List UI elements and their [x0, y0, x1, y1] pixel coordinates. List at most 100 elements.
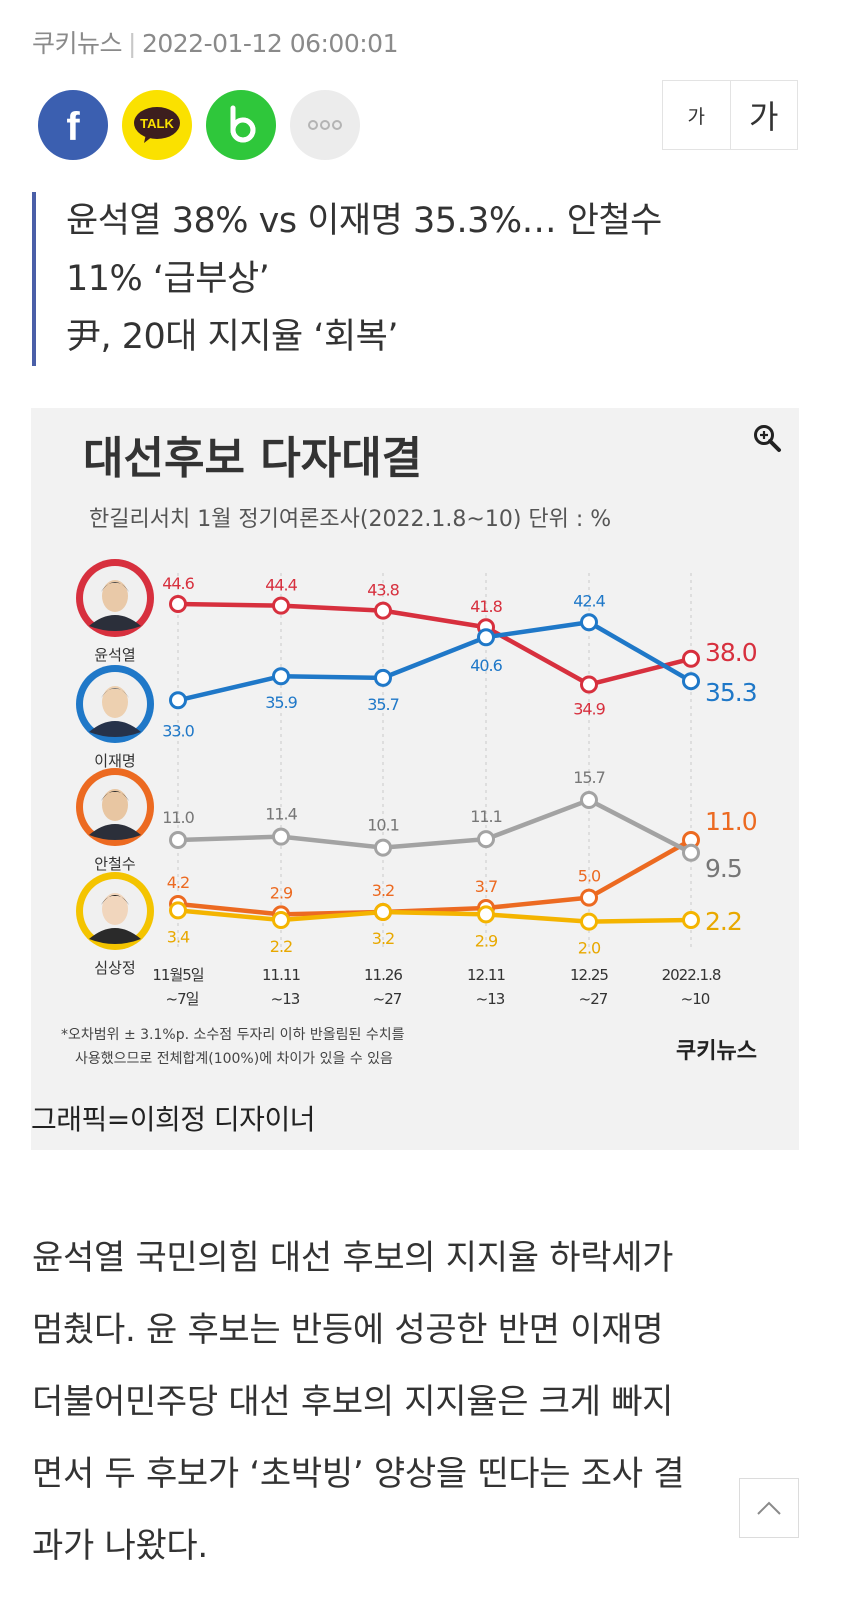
data-label: 41.8	[470, 597, 502, 616]
kakaotalk-icon: TALK	[134, 107, 180, 143]
chart-footnote-line: 사용했으므로 전체합계(100%)에 차이가 있을 수 있음	[75, 1051, 393, 1067]
data-point	[374, 838, 392, 857]
chart-subtitle: 한길리서치 1월 정기여론조사(2022.1.8~10) 단위 : %	[89, 507, 611, 532]
zoom-icon[interactable]	[754, 425, 781, 452]
data-point	[374, 903, 392, 921]
x-tick-label: 11.11	[262, 966, 300, 984]
data-point	[477, 905, 495, 924]
more-dots-icon	[308, 120, 342, 130]
share-buttons: f TALK	[38, 90, 360, 160]
data-point	[580, 912, 598, 931]
candidate-photo: 윤석열	[76, 559, 154, 664]
data-label: 3.7	[475, 877, 497, 896]
data-label: 15.7	[573, 768, 605, 787]
body-line: 윤석열 국민의힘 대선 후보의 지지율 하락세가	[32, 1238, 674, 1278]
data-label: 33.0	[162, 721, 194, 740]
svg-text:f: f	[66, 105, 80, 149]
series-line	[177, 601, 692, 687]
data-point	[580, 675, 598, 694]
data-point	[169, 831, 187, 849]
data-label: 44.6	[162, 574, 194, 593]
photo-hair	[101, 791, 129, 801]
data-label: 35.7	[367, 695, 399, 714]
source-name: 쿠키뉴스	[32, 29, 123, 58]
data-point	[272, 827, 290, 846]
data-label: 2.2	[705, 907, 742, 936]
x-tick-label: ~13	[476, 990, 505, 1008]
candidate-name: 심상정	[94, 959, 135, 977]
photo-hair	[101, 895, 129, 905]
data-label: 11.1	[470, 807, 502, 826]
data-label: 44.4	[265, 576, 297, 595]
data-point	[682, 843, 700, 862]
chart-gridlines	[177, 573, 692, 948]
x-tick-label: ~10	[681, 990, 710, 1008]
data-label: 9.5	[705, 854, 742, 883]
data-point	[580, 888, 598, 907]
data-label: 42.4	[573, 591, 605, 610]
chart-points	[169, 595, 700, 931]
body-line: 멈췄다. 윤 후보는 반등에 성공한 반면 이재명	[32, 1310, 664, 1350]
data-label: 2.9	[270, 883, 293, 902]
data-label: 5.0	[578, 867, 601, 886]
body-line: 과가 나왔다.	[32, 1526, 208, 1566]
photo-body	[89, 928, 141, 944]
data-label: 11.0	[162, 808, 194, 827]
x-tick-label: 11.26	[364, 966, 402, 984]
data-point	[272, 911, 290, 929]
figure-caption: 그래픽=이희정 디자이너	[31, 1103, 315, 1136]
data-label: 3.2	[372, 881, 394, 900]
headline-line: 11% ‘급부상’	[66, 259, 270, 299]
data-label: 35.3	[705, 678, 757, 707]
x-tick-label: ~13	[271, 990, 300, 1008]
data-label: 2.9	[475, 931, 498, 950]
candidate-name: 안철수	[94, 855, 135, 873]
data-label: 4.2	[167, 873, 189, 892]
x-tick-label: 2022.1.8	[662, 966, 721, 984]
publish-datetime: 2022-01-12 06:00:01	[141, 29, 399, 58]
data-point	[477, 628, 495, 647]
font-size-controls: 가 가	[662, 80, 798, 150]
chart-title: 대선후보 다자대결	[83, 433, 422, 484]
x-tick-label: ~7일	[166, 990, 199, 1008]
band-icon	[230, 105, 256, 143]
facebook-icon: f	[66, 105, 80, 149]
candidate-photo: 심상정	[76, 872, 154, 977]
data-label: 35.9	[265, 693, 297, 712]
facebook-share-button[interactable]: f	[38, 90, 108, 160]
data-label: 40.6	[470, 656, 502, 675]
photo-body	[89, 615, 141, 631]
photo-face	[102, 580, 128, 612]
x-tick-label: ~27	[373, 990, 402, 1008]
headline-line: 윤석열 38% vs 이재명 35.3%… 안철수	[66, 201, 662, 241]
candidate-photo: 안철수	[76, 768, 154, 873]
data-point	[580, 791, 598, 810]
body-line: 더불어민주당 대선 후보의 지지율은 크게 빠지	[32, 1382, 674, 1422]
data-point	[682, 672, 700, 691]
kakaotalk-label: TALK	[140, 116, 174, 131]
data-label: 38.0	[705, 638, 757, 667]
data-label: 3.2	[372, 929, 394, 948]
article-headline: 윤석열 38% vs 이재명 35.3%… 안철수 11% ‘급부상’ 尹, 2…	[32, 192, 826, 366]
band-share-button[interactable]	[206, 90, 276, 160]
scroll-to-top-button[interactable]	[739, 1478, 799, 1538]
line-chart: 대선후보 다자대결 한길리서치 1월 정기여론조사(2022.1.8~10) 단…	[61, 425, 781, 1067]
x-tick-label: 11월5일	[152, 966, 203, 984]
x-tick-label: ~27	[579, 990, 608, 1008]
article-body: 윤석열 국민의힘 대선 후보의 지지율 하락세가 멈췄다. 윤 후보는 반등에 …	[32, 1222, 802, 1582]
data-label: 11.4	[265, 805, 297, 824]
data-label: 43.8	[367, 581, 399, 600]
candidate-name: 윤석열	[94, 646, 135, 664]
data-point	[580, 613, 598, 632]
series-line	[177, 838, 693, 917]
kakaotalk-share-button[interactable]: TALK	[122, 90, 192, 160]
photo-face	[102, 686, 128, 718]
candidate-photo: 이재명	[76, 665, 154, 770]
more-share-button[interactable]	[290, 90, 360, 160]
font-size-increase-button[interactable]: 가	[730, 81, 797, 149]
chart-footnote-line: *오차범위 ± 3.1%p. 소수점 두자리 이하 반올림된 수치를	[61, 1027, 405, 1043]
x-tick-label: 12.11	[467, 966, 505, 984]
body-line: 면서 두 후보가 ‘초박빙’ 양상을 띤다는 조사 결	[32, 1454, 685, 1494]
font-size-decrease-button[interactable]: 가	[663, 81, 731, 149]
data-point	[374, 601, 392, 620]
